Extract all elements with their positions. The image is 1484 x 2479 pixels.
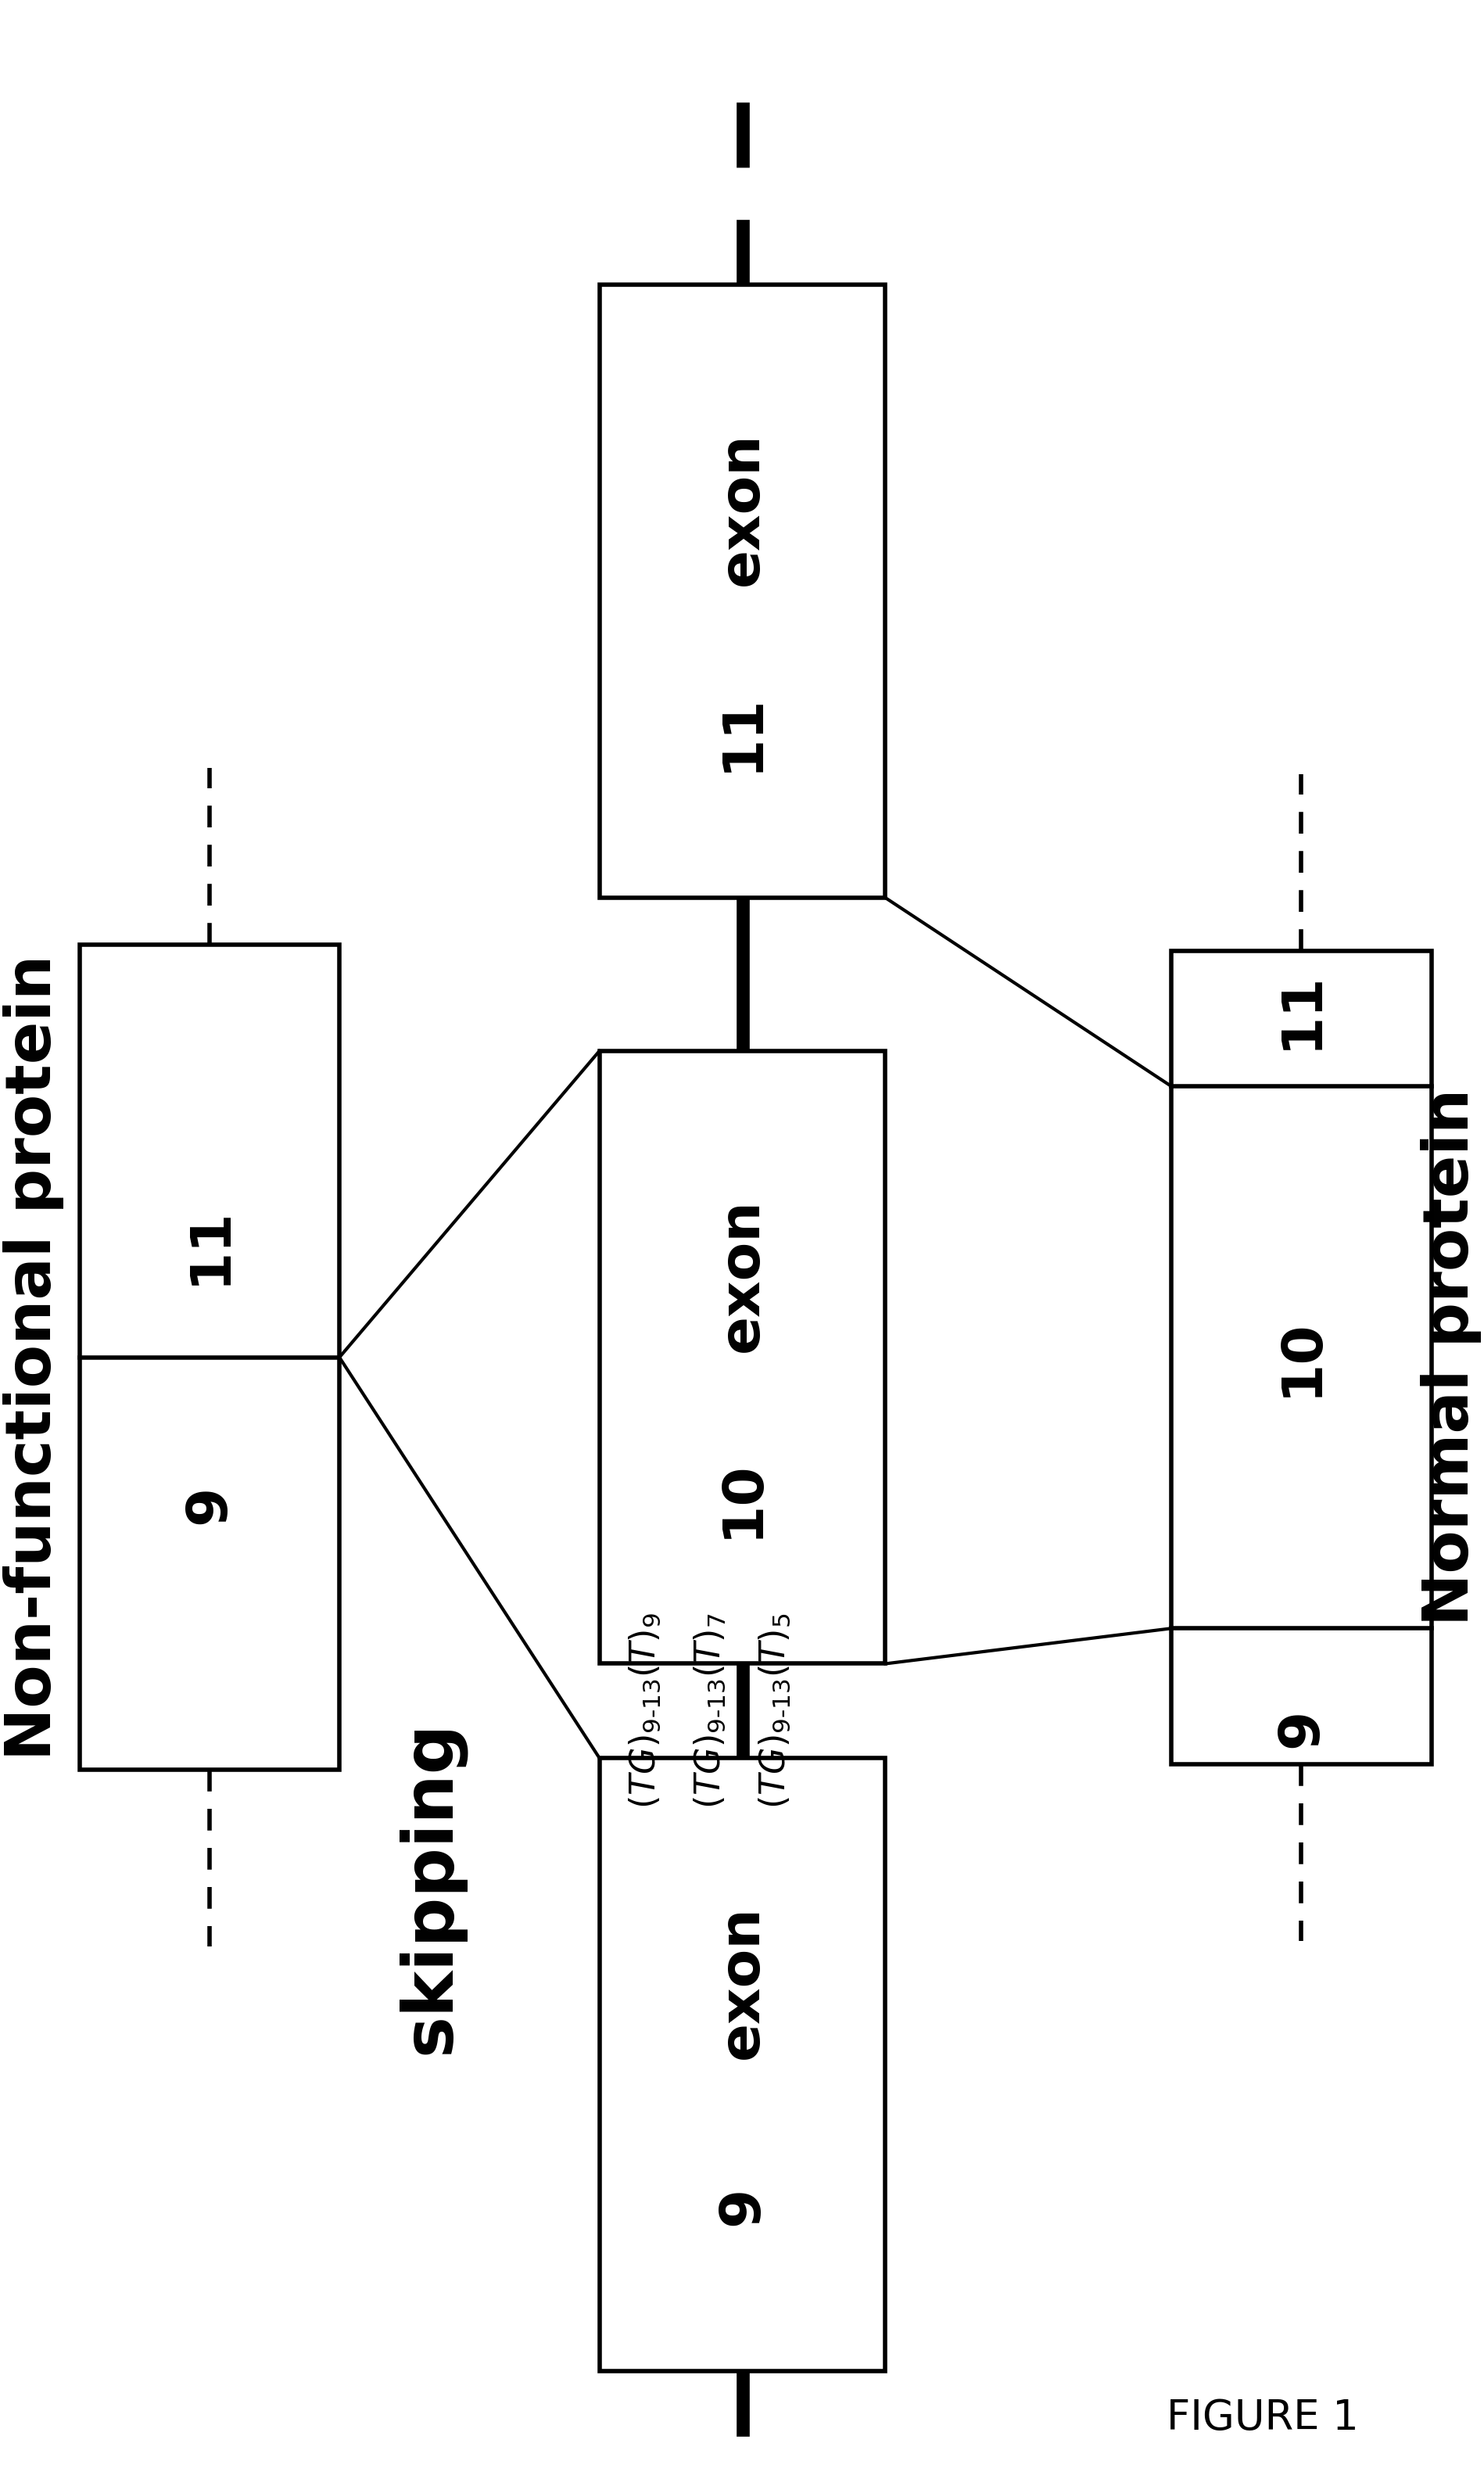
Text: 11: 11 bbox=[183, 1205, 236, 1284]
Text: $(TG)_{9\text{-}13}(T)_{9}$: $(TG)_{9\text{-}13}(T)_{9}$ bbox=[628, 1614, 662, 1810]
Text: 10: 10 bbox=[715, 1460, 769, 1537]
Text: skipping: skipping bbox=[396, 1720, 464, 2055]
Text: 9: 9 bbox=[1273, 1708, 1328, 1748]
Text: Normal protein: Normal protein bbox=[1420, 1088, 1481, 1626]
Text: exon: exon bbox=[715, 1197, 769, 1351]
Bar bbox=[600, 1758, 884, 2370]
Bar bbox=[600, 285, 884, 897]
Text: Non-functional protein: Non-functional protein bbox=[3, 954, 64, 1760]
Bar bbox=[600, 1051, 884, 1663]
Bar bbox=[1171, 952, 1431, 1765]
Text: 9: 9 bbox=[183, 1485, 236, 1525]
Text: $(TG)_{9\text{-}13}(T)_{7}$: $(TG)_{9\text{-}13}(T)_{7}$ bbox=[692, 1614, 727, 1810]
Text: FIGURE 1: FIGURE 1 bbox=[1165, 2397, 1358, 2439]
Text: $(TG)_{9\text{-}13}(T)_{5}$: $(TG)_{9\text{-}13}(T)_{5}$ bbox=[757, 1614, 792, 1810]
Text: 11: 11 bbox=[1273, 969, 1328, 1049]
Text: 11: 11 bbox=[715, 694, 769, 771]
Text: exon: exon bbox=[715, 1904, 769, 2060]
Text: 9: 9 bbox=[715, 2186, 769, 2226]
Text: exon: exon bbox=[715, 431, 769, 585]
Text: 10: 10 bbox=[1273, 1319, 1328, 1396]
Bar bbox=[79, 944, 340, 1770]
